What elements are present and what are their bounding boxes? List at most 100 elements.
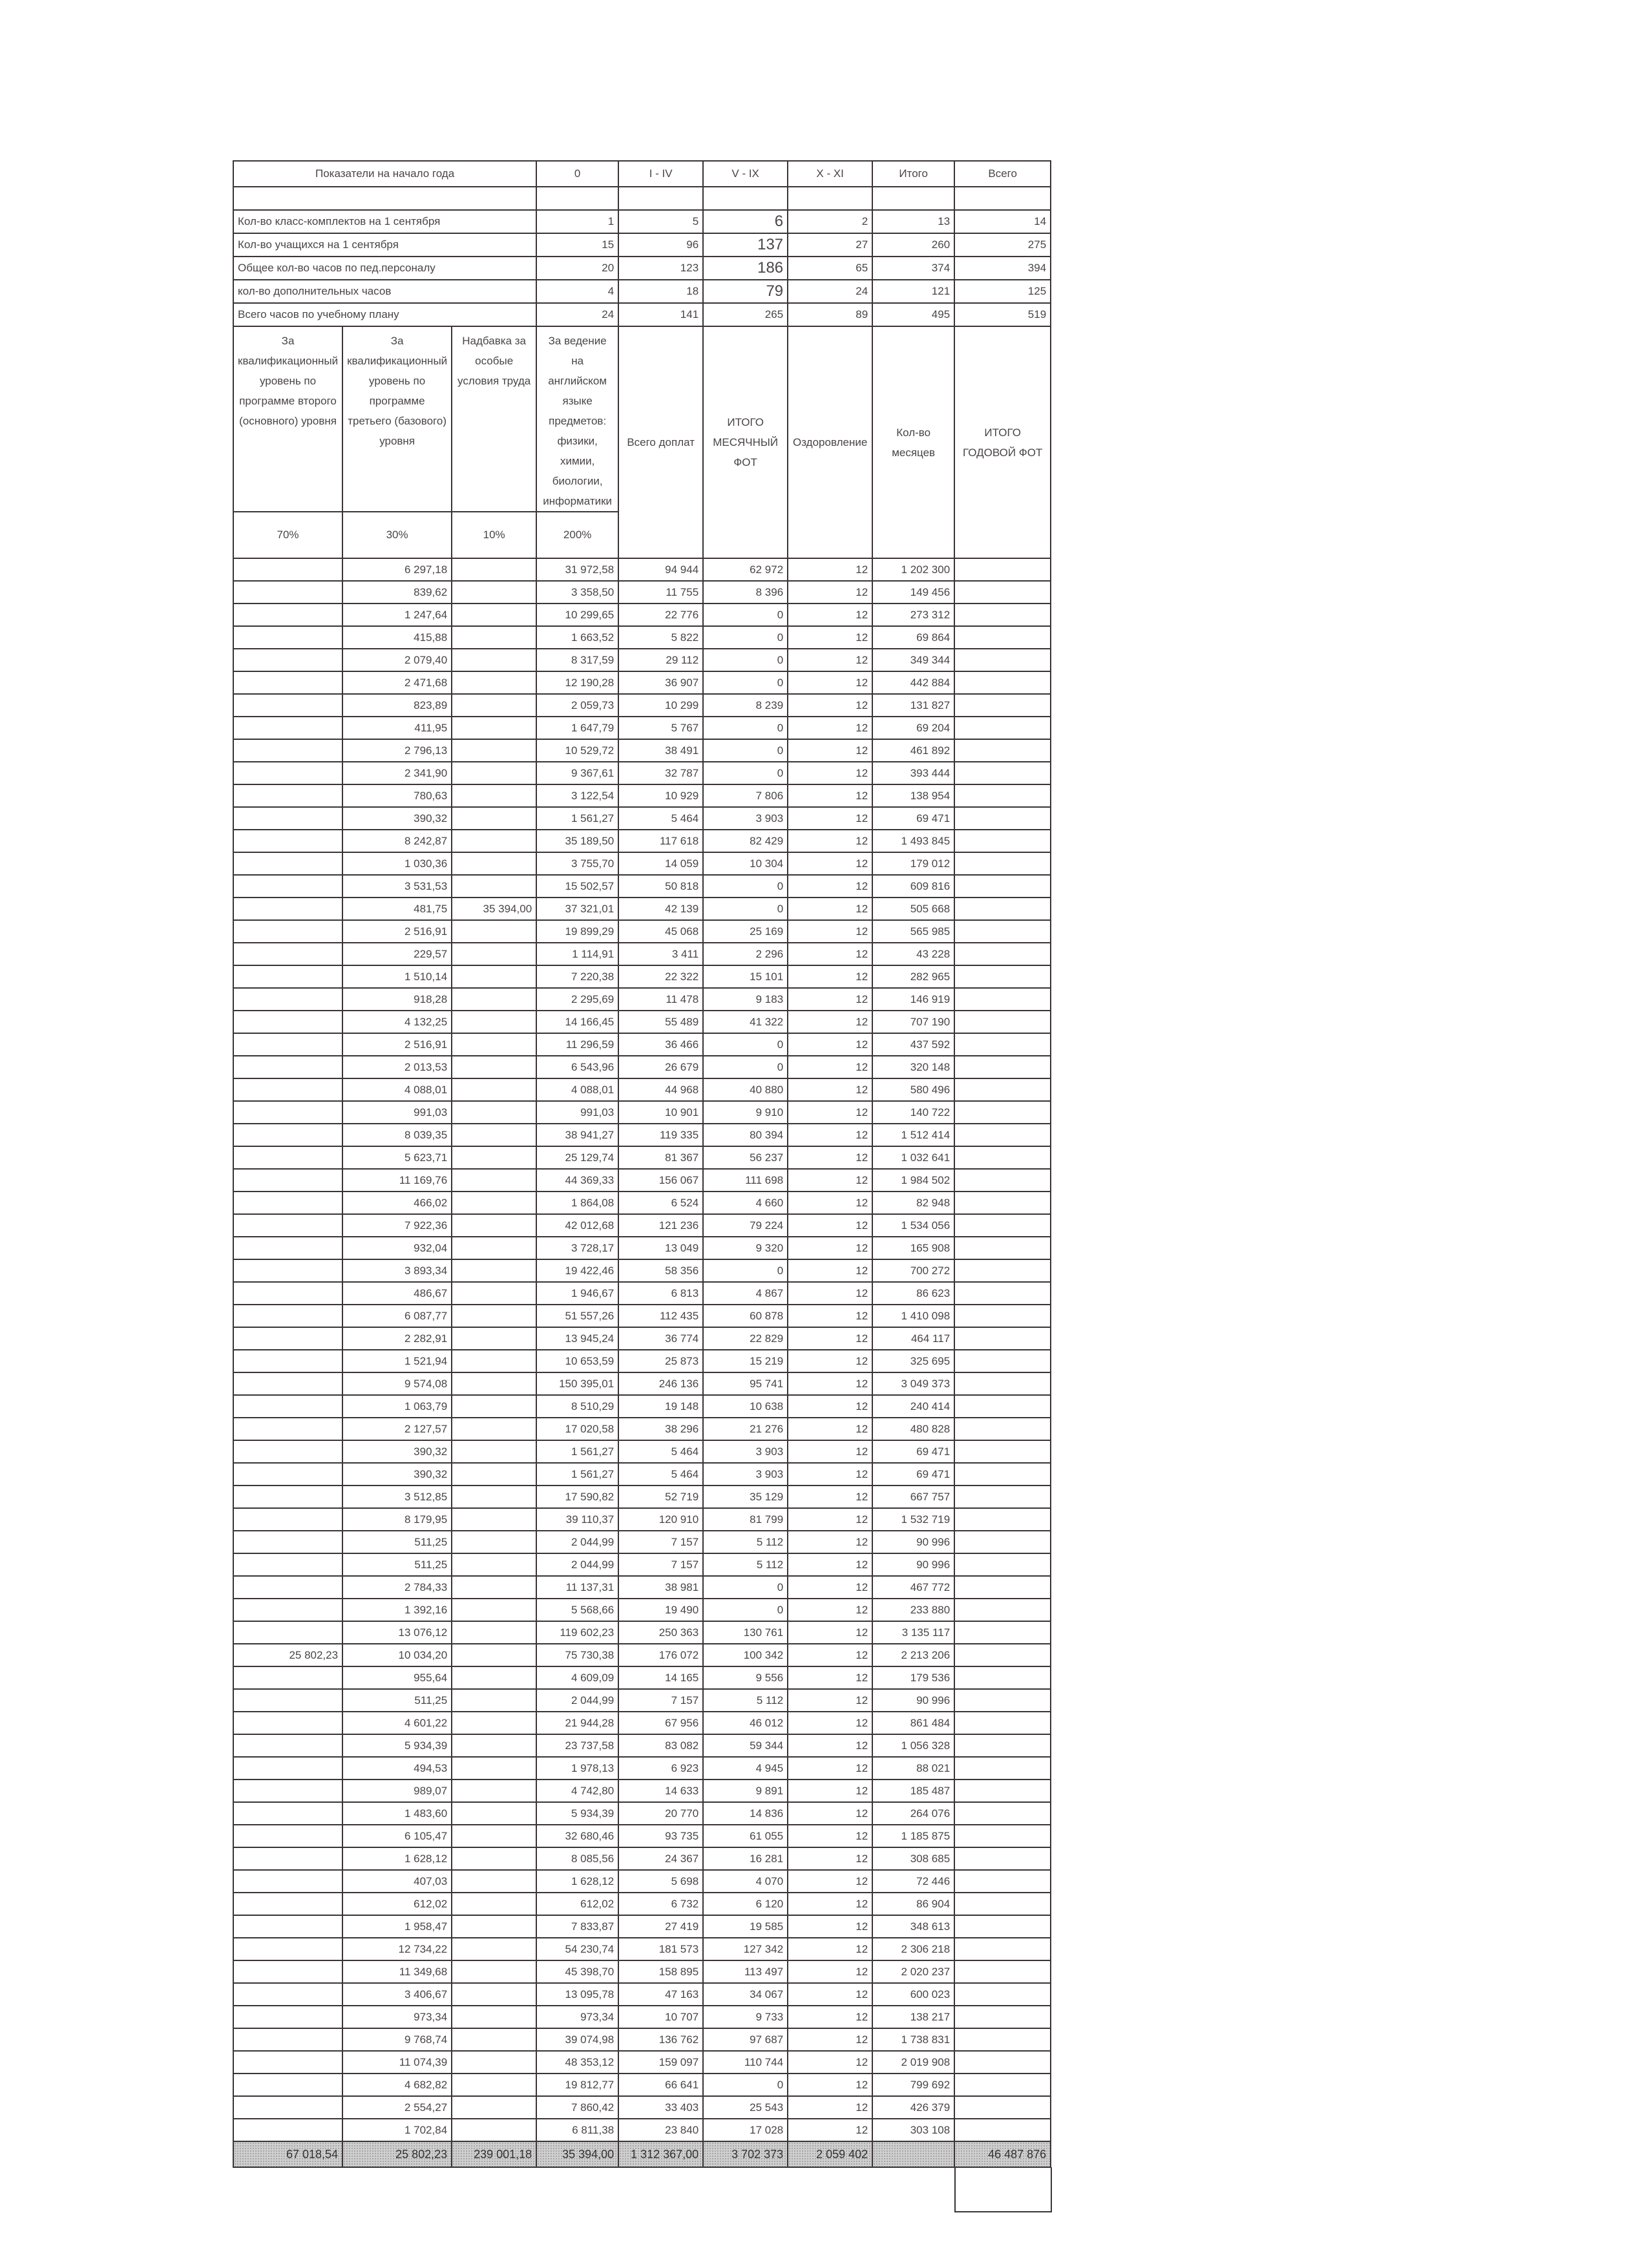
table-cell: [232, 1033, 344, 1056]
table-cell: [232, 2073, 344, 2097]
table-cell: 7 157: [618, 1530, 704, 1554]
table-cell: [451, 806, 538, 830]
table-cell: [954, 648, 1052, 672]
table-cell: 75 730,38: [536, 1643, 620, 1667]
table-cell: [954, 987, 1052, 1011]
table-cell: [232, 603, 344, 627]
table-cell: 0: [702, 2073, 789, 2097]
table-row: 6 105,47 32 680,46 93 735 61 055 12 1 185 875: [232, 1824, 1052, 1848]
table-cell: [232, 1824, 344, 1848]
table-cell: [451, 2095, 538, 2119]
table-cell: 19 585: [702, 1915, 789, 1938]
table-cell: 1 247,64: [342, 603, 453, 627]
table-row: 2 554,27 7 860,42 33 403 25 543 12 426 379: [232, 2095, 1052, 2119]
table-cell: [451, 919, 538, 943]
table-cell: [451, 1960, 538, 1984]
table-cell: 3 358,50: [536, 580, 620, 604]
table-cell: [954, 1643, 1052, 1667]
table-cell: 282 965: [872, 965, 956, 989]
table-cell: 117 618: [618, 829, 704, 853]
table-cell: [232, 739, 344, 762]
table-cell: [451, 1349, 538, 1373]
table-cell: [451, 1824, 538, 1848]
summary-cell: 495: [872, 302, 956, 327]
table-cell: 38 981: [618, 1575, 704, 1599]
table-cell: 240 414: [872, 1394, 956, 1418]
table-cell: 12: [787, 1327, 874, 1350]
table-cell: [232, 1010, 344, 1034]
summary-row-label: кол-во дополнительных часов: [232, 279, 538, 304]
table-cell: [451, 1869, 538, 1893]
table-cell: 149 456: [872, 580, 956, 604]
table-cell: 33 403: [618, 2095, 704, 2119]
table-cell: 390,32: [342, 1462, 453, 1486]
table-cell: 12: [787, 1462, 874, 1486]
table-cell: 393 444: [872, 761, 956, 785]
total-cell: 35 394,00: [536, 2141, 620, 2168]
summary-header-1-4: I - IV: [618, 160, 704, 187]
table-cell: 54 230,74: [536, 1937, 620, 1961]
table-cell: [451, 2005, 538, 2029]
table-cell: 12: [787, 2028, 874, 2052]
blank-row: [232, 186, 1052, 211]
table-cell: 12: [787, 1824, 874, 1848]
table-cell: 15 219: [702, 1349, 789, 1373]
table-cell: 600 023: [872, 1982, 956, 2006]
table-cell: 0: [702, 1259, 789, 1283]
table-cell: 0: [702, 1033, 789, 1056]
table-cell: 94 944: [618, 558, 704, 582]
table-cell: 69 471: [872, 1462, 956, 1486]
table-row: 3 406,67 13 095,78 47 163 34 067 12 600 023: [232, 1982, 1052, 2006]
table-cell: 955,64: [342, 1666, 453, 1690]
table-row: 1 063,79 8 510,29 19 148 10 638 12 240 414: [232, 1394, 1052, 1418]
table-cell: 12: [787, 874, 874, 898]
summary-cell: 24: [787, 279, 874, 304]
table-cell: [954, 580, 1052, 604]
summary-cell: 265: [702, 302, 789, 327]
table-cell: [451, 1734, 538, 1758]
summary-cell: 24: [536, 302, 620, 327]
table-cell: 4 660: [702, 1191, 789, 1215]
table-cell: [451, 1643, 538, 1667]
table-cell: 165 908: [872, 1236, 956, 1260]
table-cell: 991,03: [536, 1100, 620, 1124]
table-cell: 6 524: [618, 1191, 704, 1215]
table-cell: 121 236: [618, 1213, 704, 1237]
table-cell: 1 978,13: [536, 1756, 620, 1780]
table-cell: 12: [787, 2118, 874, 2142]
table-row: 780,63 3 122,54 10 929 7 806 12 138 954: [232, 784, 1052, 808]
table-row: 989,07 4 742,80 14 633 9 891 12 185 487: [232, 1779, 1052, 1803]
table-cell: [954, 784, 1052, 808]
summary-cell: 15: [536, 233, 620, 257]
table-cell: 1 063,79: [342, 1394, 453, 1418]
table-cell: [232, 1281, 344, 1305]
table-cell: 25 543: [702, 2095, 789, 2119]
table-row: 415,88 1 663,52 5 822 0 12 69 864: [232, 625, 1052, 649]
table-cell: 2 296: [702, 942, 789, 966]
table-cell: 1 521,94: [342, 1349, 453, 1373]
table-row: 407,03 1 628,12 5 698 4 070 12 72 446: [232, 1869, 1052, 1893]
table-cell: 12: [787, 1553, 874, 1577]
table-cell: 6 923: [618, 1756, 704, 1780]
table-cell: 8 239: [702, 693, 789, 717]
table-cell: [954, 1756, 1052, 1780]
table-cell: 12: [787, 1960, 874, 1984]
table-cell: 62 972: [702, 558, 789, 582]
table-cell: 21 944,28: [536, 1711, 620, 1735]
table-cell: [232, 2005, 344, 2029]
table-cell: [451, 1621, 538, 1644]
summary-cell: 394: [954, 256, 1052, 280]
table-cell: [232, 897, 344, 921]
table-cell: 136 762: [618, 2028, 704, 2052]
column-header: За квалификационный уровень по программе…: [232, 326, 344, 512]
table-cell: 69 204: [872, 716, 956, 740]
table-cell: [451, 761, 538, 785]
payroll-table: Показатели на начало года 0 I - IV V - I…: [232, 160, 1052, 2168]
empty-box: [954, 2167, 1053, 2212]
table-cell: 2 044,99: [536, 1688, 620, 1712]
table-cell: 6 087,77: [342, 1304, 453, 1328]
table-cell: 12: [787, 2073, 874, 2097]
table-cell: [954, 806, 1052, 830]
table-cell: 12: [787, 987, 874, 1011]
table-cell: [232, 1236, 344, 1260]
